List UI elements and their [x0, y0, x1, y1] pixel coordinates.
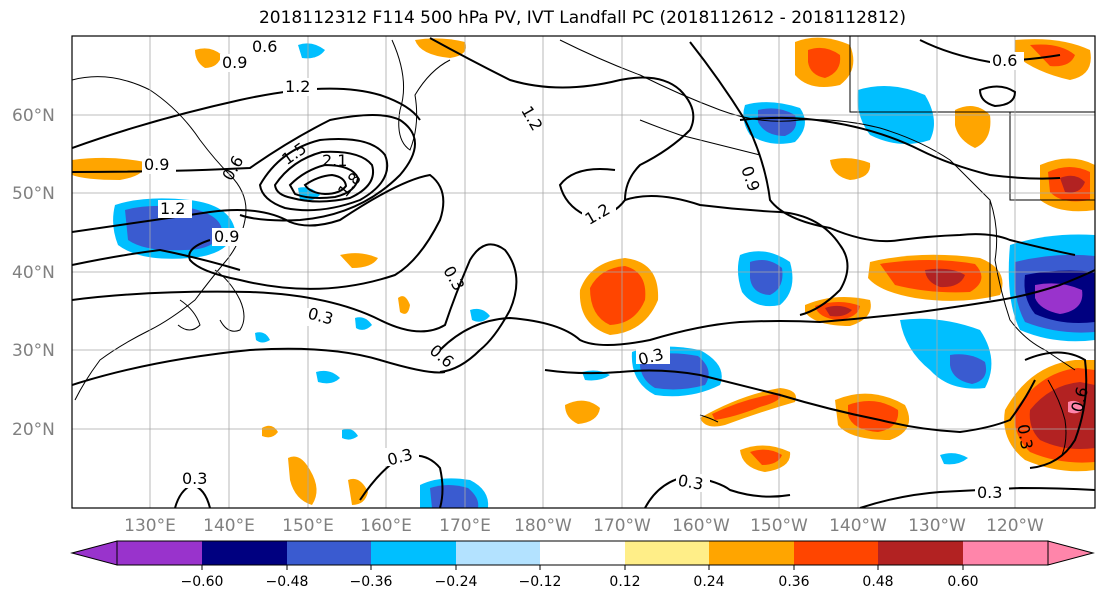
contour-label: 0.3	[182, 469, 207, 488]
colorbar: −0.60 −0.48 −0.36 −0.24 −0.12 0.12 0.24 0.36 0.4…	[72, 541, 1093, 590]
colorbar-tick-label: 0.48	[862, 574, 893, 590]
colorbar-segment	[202, 541, 287, 565]
colorbar-segment	[963, 541, 1048, 565]
longitude-labels: 130°E 140°E 150°E 160°E 170°E 180°W 170°…	[124, 516, 1044, 536]
lon-label: 170°E	[439, 516, 491, 536]
colorbar-tick-label: 0.60	[947, 574, 978, 590]
contour-label: 0.9	[214, 227, 239, 246]
colorbar-segment	[456, 541, 540, 565]
colorbar-tick-label: −0.48	[266, 574, 309, 590]
lat-label: 50°N	[12, 184, 55, 204]
contour-label: 0.9	[144, 155, 169, 174]
lon-label: 180°W	[514, 516, 572, 536]
contour-label: 1.2	[285, 77, 310, 96]
colorbar-segment	[287, 541, 371, 565]
colorbar-tick-label: 0.24	[693, 574, 724, 590]
lon-label: 160°W	[672, 516, 730, 536]
lon-label: 130°W	[908, 516, 966, 536]
colorbar-tick-label: −0.36	[350, 574, 393, 590]
lon-label: 140°W	[829, 516, 887, 536]
colorbar-segment	[371, 541, 456, 565]
latitude-labels: 60°N 50°N 40°N 30°N 20°N	[12, 106, 55, 440]
lon-label: 150°W	[750, 516, 808, 536]
colorbar-tick-label: 0.36	[778, 574, 809, 590]
colorbar-tick-label: −0.24	[435, 574, 478, 590]
lon-label: 130°E	[124, 516, 176, 536]
colorbar-segment	[540, 541, 625, 565]
contour-label: 2.1	[322, 151, 347, 170]
contour-label: 1.2	[160, 199, 185, 218]
lon-label: 160°E	[360, 516, 412, 536]
colorbar-extend-low	[72, 541, 117, 565]
lat-label: 30°N	[12, 341, 55, 361]
colorbar-tick-label: −0.12	[519, 574, 562, 590]
lon-label: 150°E	[282, 516, 334, 536]
colorbar-segment	[709, 541, 794, 565]
colorbar-segment	[878, 541, 963, 565]
lon-label: 170°W	[593, 516, 651, 536]
lat-label: 40°N	[12, 263, 55, 283]
colorbar-segment	[625, 541, 709, 565]
contour-label: 0.9	[222, 53, 247, 72]
lon-label: 140°E	[203, 516, 255, 536]
lat-label: 60°N	[12, 106, 55, 126]
lon-label: 120°W	[986, 516, 1044, 536]
colorbar-tick-label: 0.12	[609, 574, 640, 590]
lat-label: 20°N	[12, 420, 55, 440]
colorbar-extend-high	[1048, 541, 1093, 565]
colorbar-segment	[794, 541, 878, 565]
colorbar-segment	[117, 541, 202, 565]
contour-label: 0.3	[977, 483, 1002, 502]
colorbar-tick-label: −0.60	[181, 574, 224, 590]
contour-label: 0.6	[252, 37, 277, 56]
contour-label: 0.6	[992, 51, 1017, 70]
